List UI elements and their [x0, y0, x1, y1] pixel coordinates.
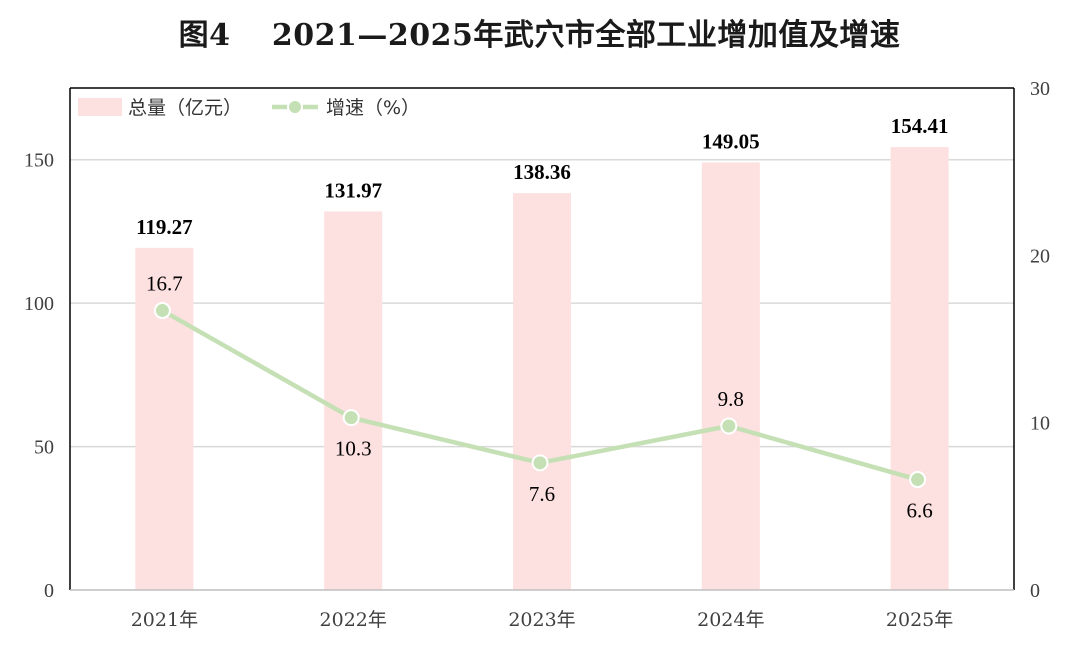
- axes: 0 50 100 150 0 10 20 30 2021年 2022年 2023年 2024年 2025…: [24, 78, 1050, 631]
- line-value-label: 10.3: [335, 437, 372, 461]
- line-series: [153, 302, 927, 489]
- line-point: [531, 454, 549, 472]
- bar-value-label: 131.97: [324, 178, 382, 202]
- x-tick-label: 2024年: [697, 609, 764, 631]
- legend-swatch-marker: [287, 99, 303, 115]
- bar: [324, 211, 383, 590]
- y-left-tick-label: 0: [44, 580, 54, 602]
- chart-title: 图4 2021—2025年武穴市全部工业增加值及增速: [178, 18, 901, 53]
- y-left-tick-label: 150: [24, 150, 54, 172]
- line-value-label: 6.6: [906, 499, 932, 523]
- line-value-label: 9.8: [718, 387, 744, 411]
- y-right-tick-label: 10: [1030, 413, 1050, 435]
- line-point: [909, 471, 927, 489]
- data-labels: 119.27 131.97 138.36 149.05 154.41 16.7 10.3 7.…: [136, 114, 948, 522]
- line-value-label: 16.7: [146, 272, 183, 296]
- bar: [135, 247, 194, 590]
- legend-label-bar: 总量（亿元）: [128, 97, 242, 119]
- y-right-tick-label: 0: [1030, 580, 1040, 602]
- bar-value-label: 154.41: [891, 114, 949, 138]
- bar-series: [135, 147, 949, 590]
- line-value-label: 7.6: [529, 482, 555, 506]
- x-tick-label: 2025年: [886, 609, 953, 631]
- y-right-tick-label: 20: [1030, 245, 1050, 267]
- x-tick-label: 2021年: [131, 609, 198, 631]
- x-tick-label: 2022年: [320, 609, 387, 631]
- y-left-tick-label: 100: [24, 293, 54, 315]
- bar-value-label: 119.27: [136, 215, 193, 239]
- x-tick-label: 2023年: [508, 609, 575, 631]
- bar: [701, 162, 760, 590]
- y-right-tick-label: 30: [1030, 78, 1050, 100]
- y-left-tick-label: 50: [34, 437, 54, 459]
- legend-label-line: 增速（%）: [326, 97, 420, 119]
- bar: [890, 147, 949, 590]
- line-point: [342, 409, 360, 427]
- legend-swatch-bar: [78, 98, 122, 116]
- bar-value-label: 149.05: [702, 129, 760, 153]
- line-point: [153, 302, 171, 320]
- bar-value-label: 138.36: [513, 160, 571, 184]
- legend: 总量（亿元） 增速（%）: [78, 97, 420, 119]
- bar: [513, 193, 571, 590]
- line-point: [720, 417, 738, 435]
